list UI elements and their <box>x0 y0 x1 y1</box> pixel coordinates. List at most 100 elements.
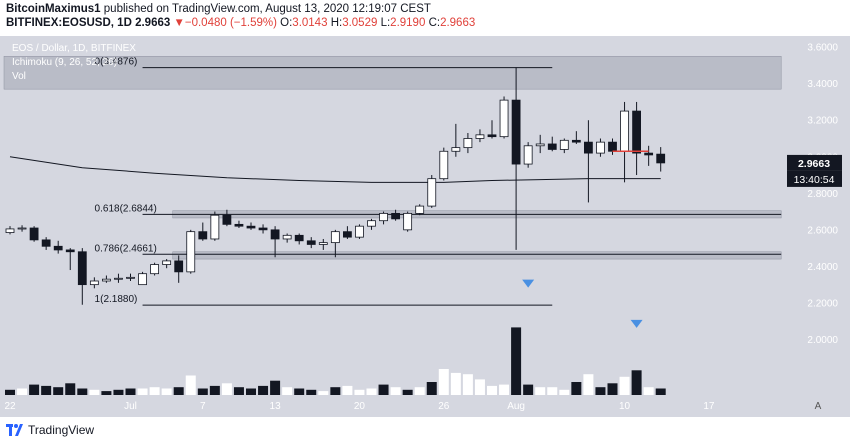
axis-corner <box>785 395 850 417</box>
volume-bar <box>185 375 196 395</box>
candle-body <box>523 145 533 165</box>
volume-bar <box>294 388 305 395</box>
x-tick-label: 17 <box>703 401 715 412</box>
volume-bar <box>366 388 377 395</box>
candle-body <box>246 225 256 229</box>
volume-bar <box>499 384 510 395</box>
time-axis[interactable] <box>0 395 785 417</box>
fib-label-3: 1(2.1880) <box>95 294 138 305</box>
volume-bar <box>270 380 281 395</box>
x-tick-label: 22 <box>4 401 16 412</box>
candle-body <box>222 214 232 225</box>
price-chart[interactable]: 0(3.4876) 0.618(2.6844) 0.786(2.4661) 1(2.1… <box>0 36 850 417</box>
candle-body <box>367 220 376 227</box>
volume-bar <box>282 387 293 395</box>
x-tick-label: Jul <box>124 401 137 412</box>
x-tick-label: 7 <box>200 401 206 412</box>
legend-volume[interactable]: Vol <box>12 71 26 82</box>
volume-bar <box>450 372 461 395</box>
down-triangle-icon <box>522 279 535 288</box>
zone-0 <box>3 56 782 90</box>
annotation-layer <box>522 150 649 328</box>
down-triangle-icon <box>630 319 643 328</box>
candle-body <box>258 227 268 231</box>
candle-body <box>114 277 123 280</box>
volume-bar <box>41 385 52 395</box>
volume-bar <box>571 382 582 395</box>
volume-bar <box>101 391 112 395</box>
y-tick-label: 3.6000 <box>807 43 838 54</box>
volume-bar <box>390 387 401 395</box>
volume-bar <box>426 382 437 395</box>
candle-body <box>511 99 521 165</box>
fib-label-2: 0.786(2.4661) <box>95 243 157 254</box>
candle-body <box>5 228 15 233</box>
close-label: C: <box>428 17 441 29</box>
y-tick-label: 2.2000 <box>807 298 838 309</box>
ichimoku-layer <box>9 156 661 183</box>
candle-body <box>126 276 135 279</box>
countdown-tag <box>787 170 842 187</box>
volume-bar <box>462 374 473 395</box>
volume-bar <box>113 389 124 395</box>
candle-body <box>535 143 545 147</box>
candle-body <box>234 223 244 227</box>
candle-body <box>41 239 51 247</box>
candle-body <box>379 212 388 222</box>
volume-bar <box>197 388 208 395</box>
y-tick-label: 2.0000 <box>807 335 838 346</box>
volume-bar <box>474 379 485 395</box>
candle-body <box>17 227 27 230</box>
volume-bar <box>233 387 244 395</box>
volume-bar <box>53 387 64 395</box>
candle-body <box>294 234 304 242</box>
high-value: 3.0529 <box>342 17 378 29</box>
volume-bar <box>402 389 413 395</box>
symbol-info: BITFINEX:EOSUSD, 1D 2.9663 ▼−0.0480 (−1.… <box>6 17 475 29</box>
tradingview-brand[interactable]: TradingView <box>28 423 95 437</box>
volume-bar <box>547 387 558 395</box>
candle-body <box>210 214 220 240</box>
x-tick-label: 10 <box>619 401 631 412</box>
ichimoku-line <box>9 156 661 183</box>
author-name[interactable]: BitcoinMaximus1 <box>6 3 101 15</box>
y-tick-label: 2.8000 <box>807 189 838 200</box>
volume-bar <box>209 385 220 395</box>
volume-bar <box>643 387 654 395</box>
volume-bar <box>378 384 389 395</box>
x-tick-label: 26 <box>438 401 450 412</box>
volume-bar <box>438 369 449 395</box>
volume-bar <box>5 389 15 395</box>
x-tick-labels: 22 Jul 7 13 20 26 Aug 10 17 <box>4 401 714 412</box>
footer: TradingView <box>0 417 850 443</box>
volume-bar <box>89 389 100 395</box>
auto-scale-button[interactable]: A <box>815 401 822 412</box>
volume-bar <box>173 387 184 395</box>
last-price-tag <box>787 154 842 171</box>
legend-ichimoku[interactable]: Ichimoku (9, 26, 52, 26) <box>12 57 117 68</box>
y-tick-label: 3.4000 <box>807 79 838 90</box>
candle-body <box>547 143 557 150</box>
volume-bar <box>149 387 160 395</box>
candle-body <box>318 242 328 245</box>
fib-label-0: 0(3.4876) <box>95 57 138 68</box>
volume-bar <box>306 389 317 395</box>
fib-label-1: 0.618(2.6844) <box>95 203 157 214</box>
volume-bar <box>619 376 630 395</box>
publish-info: BitcoinMaximus1 published on TradingView… <box>6 3 431 15</box>
price-axis[interactable] <box>785 36 850 395</box>
candle-body <box>174 260 184 273</box>
candle-body <box>559 139 569 150</box>
tradingview-logo-icon <box>6 424 23 436</box>
legend-symbol: EOS / Dollar, 1D, BITFINEX <box>12 43 136 54</box>
symbol-label: BITFINEX:EOSUSD, 1D <box>6 17 132 29</box>
volume-bar <box>607 383 618 395</box>
volume-bar <box>559 389 570 395</box>
candle-body <box>198 231 208 240</box>
zone-2 <box>172 251 782 260</box>
candle-body <box>270 229 280 240</box>
legend-layer: EOS / Dollar, 1D, BITFINEX Ichimoku (9, … <box>12 43 136 82</box>
volume-bar <box>631 370 642 395</box>
candle-body <box>463 138 473 149</box>
volume-bar <box>77 388 88 395</box>
